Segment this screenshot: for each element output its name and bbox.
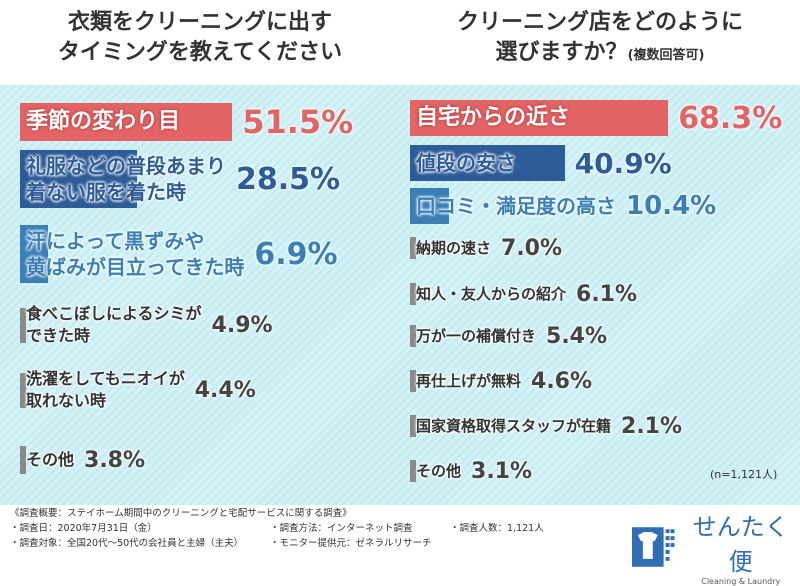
category-label: 食べこぼしによるシミが できた時 [26,304,202,345]
category-label: 洗濯をしてもニオイが 取れない時 [26,369,185,410]
bar-row: 口コミ・満足度の高さ 10.4% [410,188,716,224]
bar-row: 自宅からの近さ 68.3% [410,100,782,136]
bar [20,307,26,343]
sample-size: (n=1,121人) [710,468,778,481]
bar-row: 国家資格取得スタッフが在籍 2.1% [410,410,682,442]
value-label: 6.1% [576,281,638,307]
survey-count: ・調査人数：1,121人 [450,523,544,534]
logo: せんたく便 Cleaning & Laundry [632,507,800,586]
value-label: 5.4% [546,323,608,349]
value-label: 4.6% [531,368,593,394]
bar-row: 納期の速さ 7.0% [410,232,562,264]
bar [20,225,49,283]
bar [410,369,416,393]
value-label: 40.9% [574,146,672,180]
bar [410,324,416,348]
bar-row: 汗によって黒ずみや 黄ばみが目立ってきた時 6.9% [20,225,338,283]
bar-row: その他 3.1% [410,455,532,487]
value-label: 3.1% [471,458,533,484]
survey-heading: 《調査概要：ステイホーム期間中のクリーニングと宅配サービスに関する調査》 [10,508,352,519]
value-label: 4.4% [194,377,256,403]
bar [410,459,416,483]
logo-name: せんたく便 [692,513,789,576]
category-label: 納期の速さ [416,238,492,257]
logo-tagline: Cleaning & Laundry [701,577,781,586]
category-label: 再仕上げが無料 [416,371,522,390]
value-label: 6.9% [254,236,338,272]
bar [20,103,233,141]
category-label: 知人・友人からの紹介 [416,284,567,303]
bar-row: その他 3.8% [20,440,145,480]
value-label: 7.0% [501,235,563,261]
category-label: 礼服などの普段あまり 着ない服を着た時 [26,154,226,204]
category-label: 口コミ・満足度の高さ [416,194,616,218]
bar-row: 礼服などの普段あまり 着ない服を着た時 28.5% [20,150,340,208]
bar [410,282,416,306]
bar-row: 再仕上げが無料 4.6% [410,365,592,397]
survey-method: ・調査方法：インターネット調査 [270,523,413,534]
category-label: 値段の安さ [416,151,516,175]
survey-provider: ・モニター提供元：ゼネラルリサーチ [270,538,432,549]
bar-row: 値段の安さ 40.9% [410,145,672,181]
value-label: 28.5% [236,161,341,197]
value-label: 2.1% [621,413,683,439]
bar-row: 万が一の補償付き 5.4% [410,320,607,352]
left-chart-title: 衣類をクリーニングに出す タイミングを教えてください [57,10,343,65]
bar [410,188,450,224]
bar-row: 洗濯をしてもニオイが 取れない時 4.4% [20,365,256,415]
bar [20,150,138,208]
bar-row: 食べこぼしによるシミが できた時 4.9% [20,300,273,350]
category-label: 汗によって黒ずみや 黄ばみが目立ってきた時 [26,229,245,279]
bar [410,236,416,260]
right-chart-title: クリーニング店をどのように 選びますか？(複数回答可) [456,10,743,65]
bar [20,446,26,474]
category-label: 国家資格取得スタッフが在籍 [416,416,612,435]
category-label: その他 [26,450,75,469]
bar [410,100,669,136]
survey-target: ・調査対象：全国20代〜50代の会社員と主婦（主夫） [10,538,244,549]
bar [20,372,26,408]
value-label: 3.8% [84,447,146,473]
bar [410,145,565,181]
bar-row: 季節の変わり目 51.5% [20,103,353,141]
value-label: 4.9% [211,312,273,338]
category-label: 季節の変わり目 [26,109,181,134]
category-label: 万が一の補償付き [416,326,537,345]
category-label: その他 [416,461,462,480]
bar-row: 知人・友人からの紹介 6.1% [410,278,637,310]
survey-date: ・調査日：2020年7月31日（金） [10,523,157,534]
value-label: 68.3% [678,100,783,136]
shirt-icon [632,526,675,567]
bar [410,414,416,438]
value-label: 10.4% [626,191,717,221]
survey-summary: 《調査概要：ステイホーム期間中のクリーニングと宅配サービスに関する調査》 ・調査… [10,506,544,551]
category-label: 自宅からの近さ [416,105,571,130]
value-label: 51.5% [242,103,354,141]
